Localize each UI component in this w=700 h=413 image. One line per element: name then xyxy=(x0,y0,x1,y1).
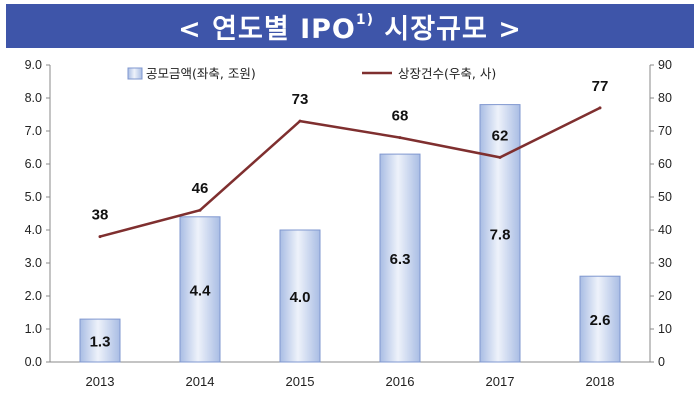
x-tick-label: 2013 xyxy=(86,374,115,389)
right-tick-label: 10 xyxy=(658,322,672,336)
bar-value-label: 7.8 xyxy=(490,226,511,243)
line-value-label: 73 xyxy=(292,91,309,108)
right-tick-label: 60 xyxy=(658,157,672,171)
bar-value-label: 2.6 xyxy=(590,312,611,329)
bar-value-label: 6.3 xyxy=(390,251,411,268)
bar xyxy=(479,104,521,363)
left-tick-label: 3.0 xyxy=(25,256,42,270)
line-point xyxy=(398,136,402,140)
chart-title: < 연도별 IPO1) 시장규모 > xyxy=(178,7,522,46)
line-series xyxy=(99,106,601,238)
bar xyxy=(379,153,421,363)
line-value-label: 38 xyxy=(92,207,109,224)
right-tick-label: 80 xyxy=(658,91,672,105)
bar xyxy=(179,216,221,363)
bar-value-label: 4.0 xyxy=(290,289,311,306)
line-point xyxy=(98,235,102,239)
line-value-label: 68 xyxy=(392,108,409,125)
left-tick-label: 0.0 xyxy=(25,355,42,369)
right-tick-label: 70 xyxy=(658,124,672,138)
left-tick-label: 4.0 xyxy=(25,223,42,237)
right-tick-label: 30 xyxy=(658,256,672,270)
line-value-label: 77 xyxy=(592,78,609,95)
bar xyxy=(279,229,321,363)
chart-title-left: < 연도별 IPO xyxy=(178,13,356,45)
right-tick-label: 90 xyxy=(658,58,672,72)
legend-bar-label: 공모금액(좌축, 조원) xyxy=(146,66,256,81)
bar-value-label: 4.4 xyxy=(190,282,212,299)
legend-bar-swatch xyxy=(127,67,143,80)
left-tick-label: 7.0 xyxy=(25,124,42,138)
right-tick-label: 50 xyxy=(658,190,672,204)
line-value-label: 62 xyxy=(492,127,509,144)
left-tick-label: 8.0 xyxy=(25,91,42,105)
line-point xyxy=(598,106,602,110)
right-tick-label: 40 xyxy=(658,223,672,237)
left-tick-label: 5.0 xyxy=(25,190,42,204)
legend-line-label: 상장건수(우축, 사) xyxy=(398,66,496,81)
left-tick-label: 9.0 xyxy=(25,58,42,72)
left-tick-label: 2.0 xyxy=(25,289,42,303)
x-tick-label: 2018 xyxy=(586,374,615,389)
x-tick-label: 2016 xyxy=(386,374,415,389)
x-tick-label: 2015 xyxy=(286,374,315,389)
left-tick-label: 6.0 xyxy=(25,157,42,171)
right-tick-label: 20 xyxy=(658,289,672,303)
bar-value-label: 1.3 xyxy=(90,334,111,351)
bar xyxy=(79,318,121,363)
x-tick-label: 2014 xyxy=(186,374,215,389)
x-tick-label: 2017 xyxy=(486,374,515,389)
chart-title-right: 시장규모 > xyxy=(374,13,522,45)
bar xyxy=(579,275,621,363)
line-point xyxy=(198,208,202,212)
line-point xyxy=(298,119,302,123)
title-banner: < 연도별 IPO1) 시장규모 > xyxy=(6,4,694,48)
chart-title-footnote: 1) xyxy=(355,11,375,28)
left-tick-label: 1.0 xyxy=(25,322,42,336)
right-tick-label: 0 xyxy=(658,355,665,369)
line-point xyxy=(498,155,502,159)
line-value-label: 46 xyxy=(192,180,209,197)
